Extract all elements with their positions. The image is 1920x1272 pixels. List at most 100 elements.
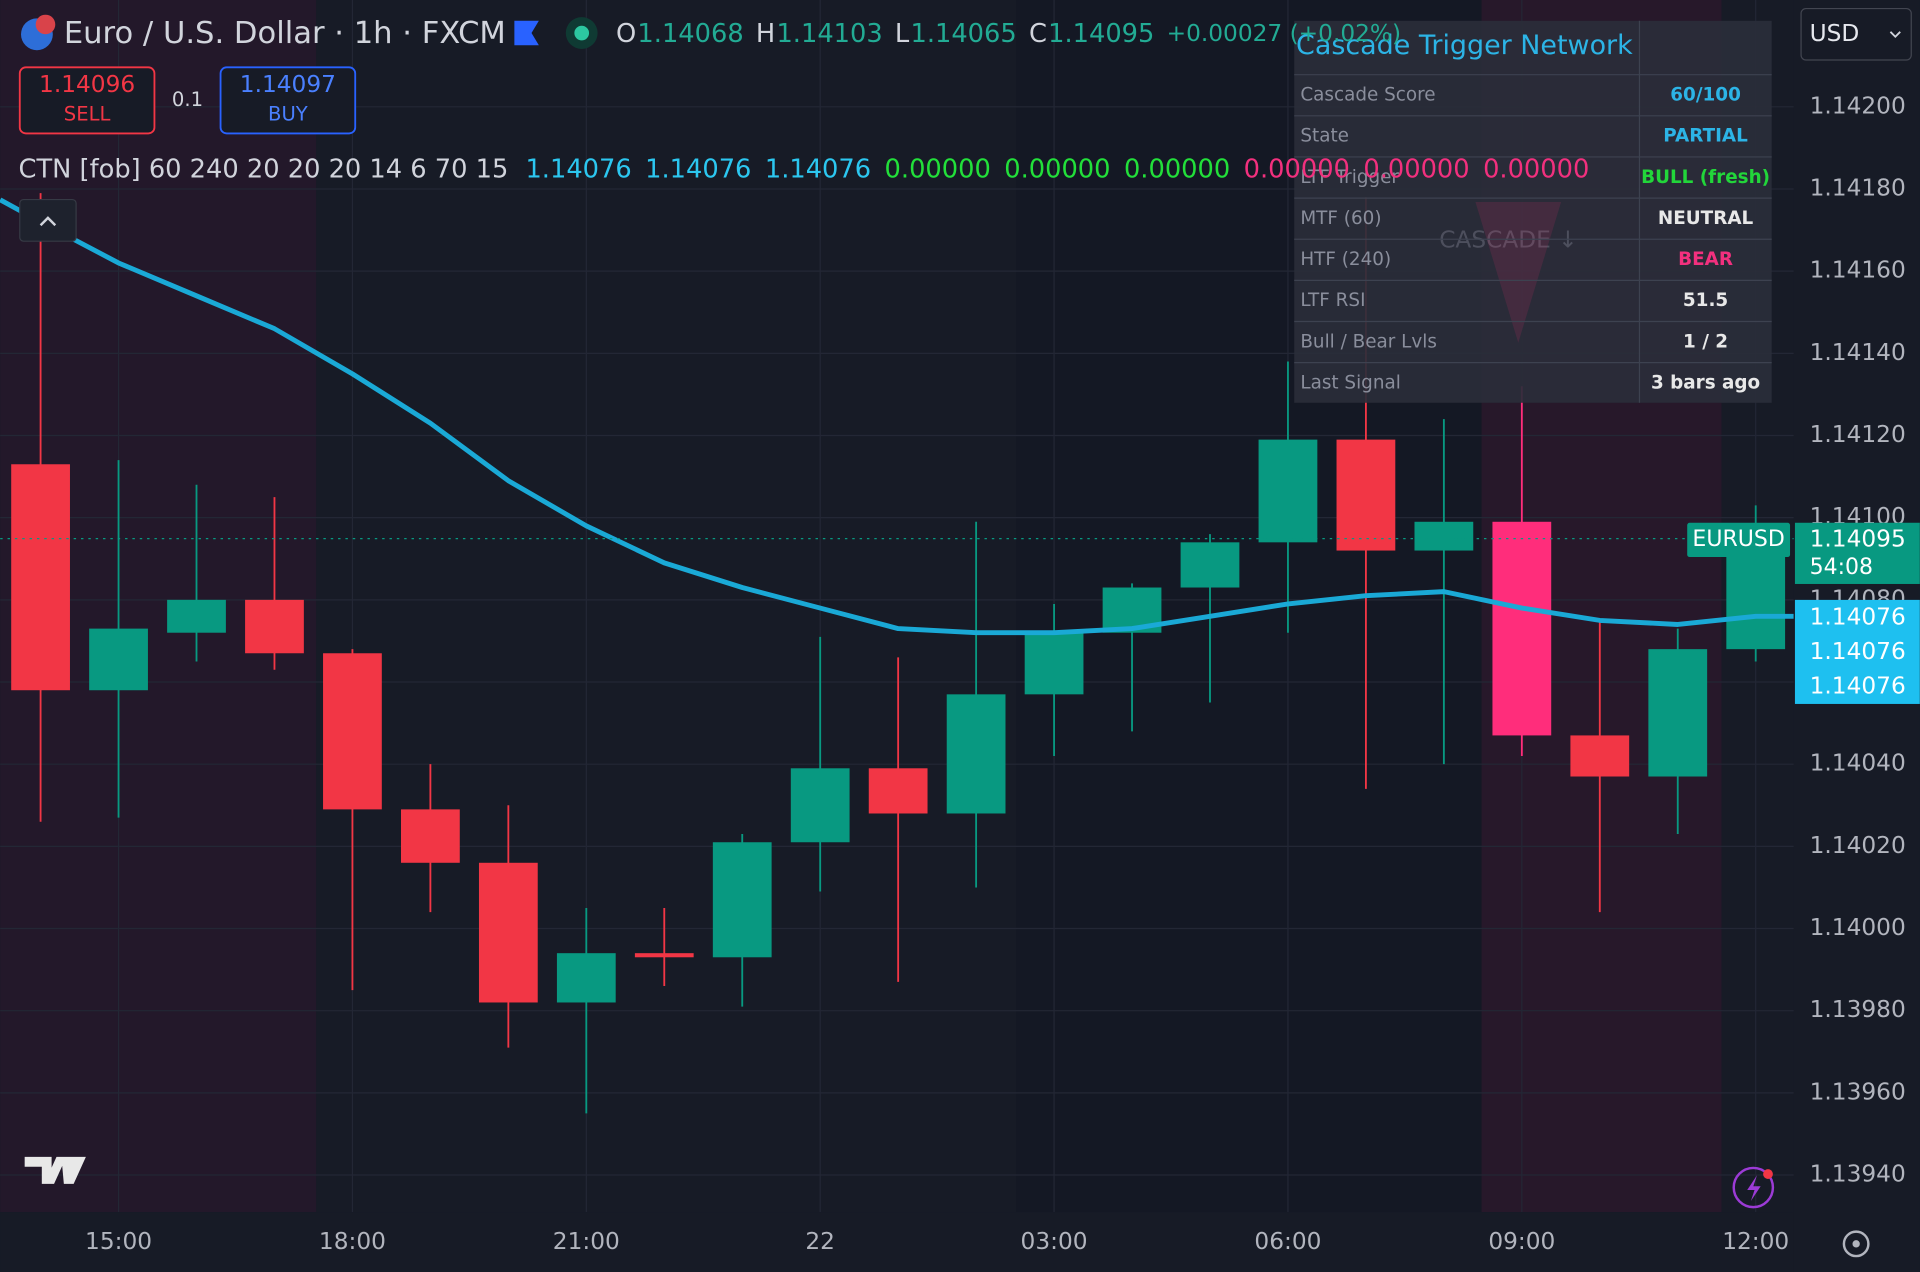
table-value: 60/100 [1670,84,1741,105]
symbol-tag [1687,522,1791,558]
status-dot [574,25,590,41]
collapse-button[interactable] [19,198,77,242]
sell-button[interactable] [18,66,156,135]
y-tick-label: 1.14160 [1810,257,1906,284]
ohlc-key: L [895,19,910,49]
y-tick-label: 1.14000 [1810,914,1906,941]
indicator-price: 1.14076 [1810,604,1906,631]
symbol-icon [35,14,56,35]
table-label: HTF (240) [1300,249,1391,270]
last-price: 1.14095 [1810,525,1906,552]
y-tick-label: 1.13940 [1810,1161,1906,1188]
candle-body [1414,521,1474,551]
table-label: Cascade Score [1300,84,1435,105]
change: +0.00027 (+0.02%) [1167,20,1402,47]
lightning-icon [1747,1175,1761,1201]
indicator-value: 0.00000 [885,155,991,185]
x-tick-label: 12:00 [1722,1228,1789,1255]
table-value: 1 / 2 [1683,331,1728,352]
table-bg [1294,20,1772,403]
candle-body [634,953,694,958]
y-tick-label: 1.14140 [1810,339,1906,366]
candle-body [167,599,226,633]
ohlc-key: C [1029,19,1047,49]
y-tick-label: 1.14180 [1810,174,1906,201]
chevron [1889,31,1901,39]
quantity[interactable]: 0.1 [172,88,203,111]
logo [24,1156,86,1184]
time-axis [0,1212,1794,1272]
info-table: Cascade Trigger Network CASCADE ↓ Cascad… [1294,20,1772,403]
candle-body [1570,735,1630,777]
watermark: CASCADE ↓ [1439,227,1578,254]
candle-body [556,953,616,1003]
symbol-tag-text: EURUSD [1692,527,1784,552]
table-title: Cascade Trigger Network [1296,30,1633,61]
candle-body [478,862,538,1003]
flag-icon [514,20,539,46]
y-tick-label: 1.13980 [1810,996,1906,1023]
table-value: NEUTRAL [1658,208,1754,229]
settings-icon[interactable] [1842,1230,1870,1258]
settings-icon-core [1852,1240,1860,1248]
moving-average [0,197,1794,636]
table-label: MTF (60) [1300,208,1381,229]
sell-price[interactable]: 1.14096 [39,71,135,98]
candle-body [868,768,928,814]
indicator-price-tag [1794,599,1920,704]
candle-body [712,842,772,958]
table-value: 51.5 [1683,290,1728,311]
ohlc-value: 1.14103 [776,19,882,49]
buy-label[interactable]: BUY [268,103,308,126]
indicator-value: 0.00000 [1124,155,1230,185]
y-tick-label: 1.14120 [1810,421,1906,448]
x-tick-label: 15:00 [85,1228,152,1255]
candle-body [323,653,382,810]
candle-body [1648,649,1708,777]
indicator-value: 0.00000 [1483,155,1589,185]
y-tick-label: 1.14020 [1810,832,1906,859]
indicator-price: 1.14076 [1810,638,1906,665]
axes: 1.13940 1.13960 1.13980 1.14000 1.14020 1.140… [85,92,1906,1255]
candle-body [1492,521,1552,736]
candle-body [11,464,70,691]
lightning-button[interactable] [1732,1166,1775,1209]
candle-body [89,628,148,691]
ohlc-value: 1.14065 [910,19,1016,49]
indicator-price: 1.14076 [1810,672,1906,699]
plot [0,193,1794,1114]
buy-price[interactable]: 1.14097 [240,71,336,98]
x-tick-label: 03:00 [1021,1228,1088,1255]
table-value: PARTIAL [1663,126,1748,147]
last-price-tag [1794,522,1920,584]
indicator-value: 0.00000 [1363,155,1469,185]
ohlc-value: 1.14095 [1048,19,1154,49]
table-value: 3 bars ago [1651,372,1760,393]
x-tick-label: 22 [805,1228,835,1255]
candle-body [401,809,460,863]
candle-body [1180,542,1240,588]
table-value: BEAR [1678,249,1733,270]
table-label: LTF Trigger [1300,167,1399,188]
currency[interactable]: USD [1810,20,1860,47]
x-tick-label: 09:00 [1488,1228,1555,1255]
candle-body [790,768,850,843]
collapse-icon [39,216,57,227]
x-tick-label: 21:00 [553,1228,620,1255]
y-tick-label: 1.14040 [1810,750,1906,777]
currency-button[interactable] [1800,7,1912,61]
table-label: State [1300,126,1349,147]
indicator-value: 0.00000 [1004,155,1110,185]
candle-body [1258,439,1318,543]
indicator-value: 1.14076 [765,155,871,185]
watermark-arrow [1475,202,1562,343]
table-label: Bull / Bear Lvls [1300,331,1437,352]
buy-button[interactable] [219,66,357,135]
sell-label[interactable]: SELL [64,103,111,126]
indicator-value: 1.14076 [525,155,631,185]
ohlc: O 1.14068 H 1.14103 L 1.14065 C 1.14095 +0.00027… [616,19,1401,49]
ohlc-value: 1.14068 [637,19,743,49]
indicator-name: CTN [fob] 60 240 20 20 20 14 6 70 15 [19,155,509,185]
